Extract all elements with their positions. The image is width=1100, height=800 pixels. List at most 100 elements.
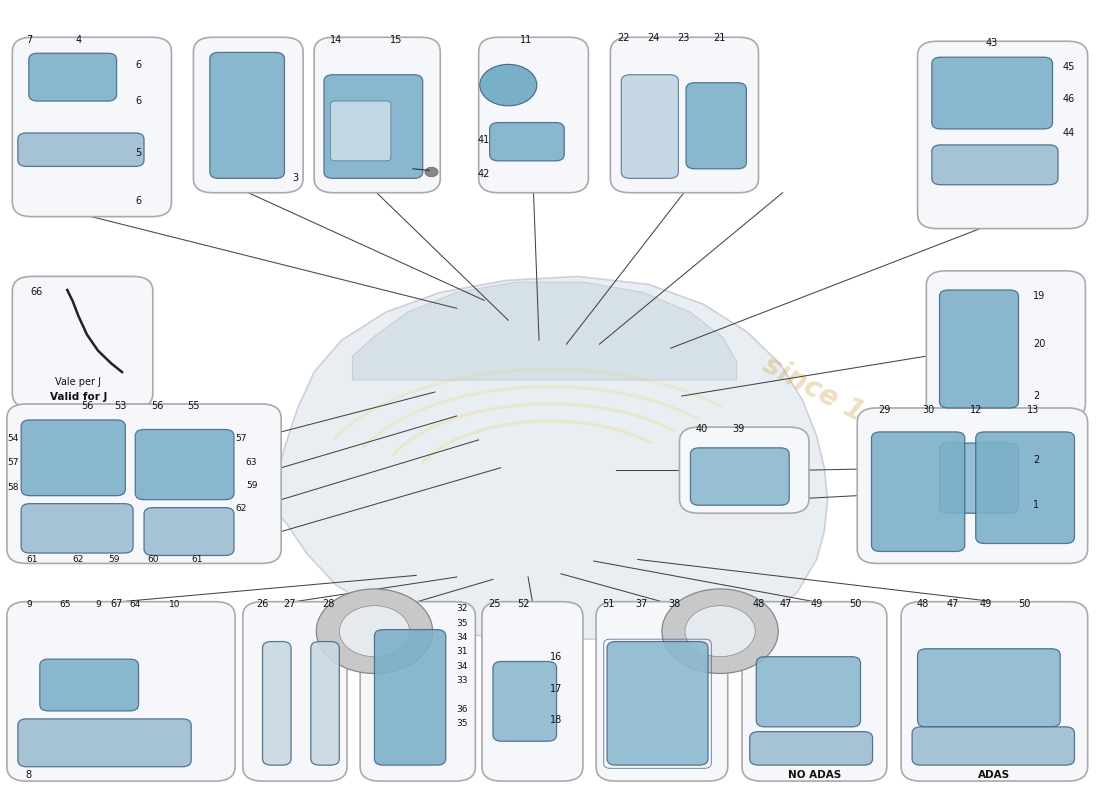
Text: 49: 49 <box>979 599 992 609</box>
Text: 52: 52 <box>517 599 529 609</box>
Text: 54: 54 <box>7 434 19 442</box>
FancyBboxPatch shape <box>482 602 583 781</box>
Text: 25: 25 <box>488 599 502 609</box>
Circle shape <box>317 589 432 674</box>
Text: 33: 33 <box>456 676 469 685</box>
FancyBboxPatch shape <box>607 642 708 765</box>
FancyBboxPatch shape <box>12 277 153 408</box>
Polygon shape <box>271 277 827 639</box>
Circle shape <box>425 167 438 177</box>
Text: 22: 22 <box>617 33 630 43</box>
Text: 59: 59 <box>245 481 257 490</box>
Text: 48: 48 <box>917 599 930 609</box>
Text: 35: 35 <box>456 719 469 728</box>
FancyBboxPatch shape <box>144 508 234 555</box>
Text: 32: 32 <box>456 604 469 614</box>
Text: 24: 24 <box>647 33 659 43</box>
FancyBboxPatch shape <box>917 42 1088 229</box>
Text: 35: 35 <box>456 618 469 628</box>
Text: 39: 39 <box>733 424 745 434</box>
Text: 12: 12 <box>969 405 982 414</box>
FancyBboxPatch shape <box>493 662 557 742</box>
FancyBboxPatch shape <box>263 642 292 765</box>
FancyBboxPatch shape <box>18 133 144 166</box>
FancyBboxPatch shape <box>680 427 808 514</box>
FancyBboxPatch shape <box>750 732 872 765</box>
Text: 36: 36 <box>456 705 469 714</box>
FancyBboxPatch shape <box>478 38 588 193</box>
FancyBboxPatch shape <box>374 630 446 765</box>
Text: 60: 60 <box>147 555 158 564</box>
Text: 7: 7 <box>25 35 32 46</box>
FancyBboxPatch shape <box>7 404 282 563</box>
Text: 34: 34 <box>456 662 469 670</box>
Text: 8: 8 <box>25 770 32 780</box>
FancyBboxPatch shape <box>360 602 475 781</box>
Text: 9: 9 <box>95 599 101 609</box>
FancyBboxPatch shape <box>610 38 759 193</box>
Text: Vale per J: Vale per J <box>55 377 101 386</box>
FancyBboxPatch shape <box>939 443 1019 514</box>
FancyBboxPatch shape <box>917 649 1060 727</box>
Text: 44: 44 <box>1063 128 1075 138</box>
Text: 14: 14 <box>330 34 342 45</box>
Text: 45: 45 <box>1063 62 1075 72</box>
Text: 58: 58 <box>7 483 19 492</box>
FancyBboxPatch shape <box>871 432 965 551</box>
Text: 55: 55 <box>187 402 200 411</box>
FancyBboxPatch shape <box>686 82 747 169</box>
Text: 16: 16 <box>550 652 562 662</box>
FancyBboxPatch shape <box>691 448 789 506</box>
Text: 65: 65 <box>59 599 70 609</box>
Text: 67: 67 <box>110 599 123 609</box>
Text: 34: 34 <box>456 633 469 642</box>
Text: 6: 6 <box>135 196 142 206</box>
Text: 37: 37 <box>635 599 647 609</box>
Text: 19: 19 <box>1033 291 1045 302</box>
Text: NO ADAS: NO ADAS <box>788 770 842 780</box>
Text: 6: 6 <box>135 96 142 106</box>
Text: 15: 15 <box>390 34 403 45</box>
FancyBboxPatch shape <box>490 122 564 161</box>
Text: 31: 31 <box>456 647 469 657</box>
FancyBboxPatch shape <box>40 659 139 711</box>
Polygon shape <box>352 282 737 380</box>
FancyBboxPatch shape <box>976 432 1075 543</box>
FancyBboxPatch shape <box>324 74 422 178</box>
Text: 2: 2 <box>1033 391 1039 401</box>
Text: 53: 53 <box>113 402 127 411</box>
Text: since 1985: since 1985 <box>759 350 920 454</box>
Text: 56: 56 <box>151 402 164 411</box>
FancyBboxPatch shape <box>742 602 887 781</box>
FancyBboxPatch shape <box>596 602 728 781</box>
FancyBboxPatch shape <box>18 719 191 766</box>
Text: 46: 46 <box>1063 94 1075 104</box>
Text: 40: 40 <box>695 424 707 434</box>
Text: 6: 6 <box>135 60 142 70</box>
Text: 21: 21 <box>713 33 725 43</box>
FancyBboxPatch shape <box>243 602 346 781</box>
Text: 28: 28 <box>322 599 334 609</box>
Text: 10: 10 <box>169 599 180 609</box>
Text: 51: 51 <box>602 599 614 609</box>
Text: 50: 50 <box>849 599 861 609</box>
FancyBboxPatch shape <box>315 38 440 193</box>
Text: 59: 59 <box>109 555 120 564</box>
Text: 4: 4 <box>75 35 81 46</box>
Text: 47: 47 <box>946 599 959 609</box>
Text: 29: 29 <box>879 405 891 414</box>
Text: 2: 2 <box>1033 454 1039 465</box>
Text: 56: 56 <box>80 402 94 411</box>
Text: 23: 23 <box>678 33 690 43</box>
Text: ADAS: ADAS <box>978 770 1011 780</box>
Text: 63: 63 <box>245 458 257 466</box>
FancyBboxPatch shape <box>12 38 172 217</box>
FancyBboxPatch shape <box>901 602 1088 781</box>
FancyBboxPatch shape <box>7 602 235 781</box>
Text: 38: 38 <box>668 599 680 609</box>
Text: 43: 43 <box>986 38 999 48</box>
FancyBboxPatch shape <box>757 657 860 727</box>
FancyBboxPatch shape <box>331 101 390 161</box>
FancyBboxPatch shape <box>29 54 117 101</box>
Text: 61: 61 <box>191 555 202 564</box>
